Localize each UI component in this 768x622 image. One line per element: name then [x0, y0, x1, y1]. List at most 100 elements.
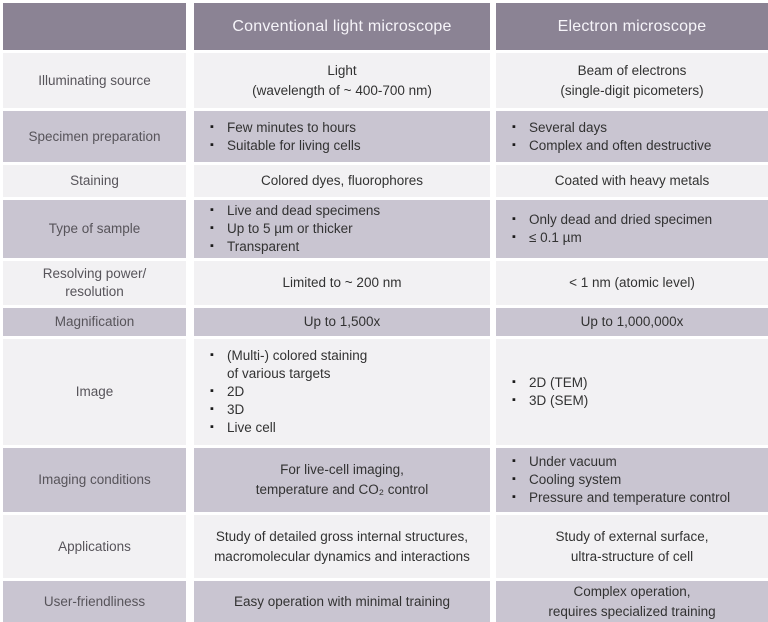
cell-light-value: (Multi-) colored staining of various tar…: [194, 339, 490, 445]
header-cell-light-microscope: Conventional light microscope: [194, 3, 490, 50]
cell-light-value: Up to 1,500x: [194, 308, 490, 336]
bullet-item: ≤ 0.1 µm: [512, 229, 712, 247]
column-gutter: [186, 339, 194, 445]
row-label: Magnification: [54, 314, 135, 330]
row-label: Type of sample: [48, 221, 141, 237]
bullet-item: Up to 5 µm or thicker: [210, 220, 380, 238]
cell-electron-value: Up to 1,000,000x: [496, 308, 768, 336]
cell-text: Beam of electrons (single-digit picomete…: [560, 62, 704, 98]
cell-light-value: Study of detailed gross internal structu…: [194, 515, 490, 578]
row-label: Imaging conditions: [38, 472, 151, 488]
bullet-item: 3D: [210, 401, 367, 419]
table-row-type-of-sample: Type of sample Live and dead specimens U…: [3, 200, 768, 258]
cell-text: Limited to ~ 200 nm: [282, 275, 402, 291]
column-gutter: [186, 3, 194, 50]
column-gutter: [490, 308, 496, 336]
cell-text: Up to 1,500x: [303, 314, 381, 330]
column-gutter: [186, 200, 194, 258]
column-gutter: [490, 3, 496, 50]
table-row-magnification: Magnification Up to 1,500x Up to 1,000,0…: [3, 308, 768, 336]
bullet-list: Under vacuum Cooling system Pressure and…: [496, 453, 730, 506]
bullet-item: (Multi-) colored staining of various tar…: [210, 347, 367, 383]
bullet-list: Live and dead specimens Up to 5 µm or th…: [194, 202, 380, 255]
row-label-cell: User-friendliness: [3, 581, 186, 622]
table-row-specimen-preparation: Specimen preparation Few minutes to hour…: [3, 111, 768, 162]
cell-electron-value: Complex operation, requires specialized …: [496, 581, 768, 622]
column-gutter: [490, 581, 496, 622]
column-gutter: [490, 165, 496, 197]
cell-electron-value: Under vacuum Cooling system Pressure and…: [496, 448, 768, 512]
cell-text: Light (wavelength of ~ 400-700 nm): [252, 62, 432, 98]
cell-text: Up to 1,000,000x: [580, 314, 684, 330]
cell-text: Study of detailed gross internal structu…: [214, 528, 470, 564]
microscope-comparison-table: Conventional light microscope Electron m…: [3, 3, 768, 622]
bullet-item: Live and dead specimens: [210, 202, 380, 220]
row-label: Image: [75, 384, 114, 400]
cell-electron-value: < 1 nm (atomic level): [496, 261, 768, 305]
row-label: Staining: [70, 173, 119, 189]
column-gutter: [186, 165, 194, 197]
cell-light-value: Limited to ~ 200 nm: [194, 261, 490, 305]
header-cell-blank: [3, 3, 186, 50]
column-gutter: [186, 515, 194, 578]
table-row-illuminating-source: Illuminating source Light (wavelength of…: [3, 53, 768, 108]
header-cell-electron-microscope: Electron microscope: [496, 3, 768, 50]
row-label-cell: Illuminating source: [3, 53, 186, 108]
cell-light-value: Light (wavelength of ~ 400-700 nm): [194, 53, 490, 108]
bullet-list: Few minutes to hours Suitable for living…: [194, 119, 361, 155]
cell-electron-value: Beam of electrons (single-digit picomete…: [496, 53, 768, 108]
bullet-list: (Multi-) colored staining of various tar…: [194, 347, 367, 436]
column-gutter: [490, 111, 496, 162]
column-gutter: [186, 308, 194, 336]
table-row-resolving-power: Resolving power/ resolution Limited to ~…: [3, 261, 768, 305]
column-gutter: [186, 261, 194, 305]
table-row-imaging-conditions: Imaging conditions For live-cell imaging…: [3, 448, 768, 512]
row-label: Specimen preparation: [28, 128, 161, 144]
bullet-list: Only dead and dried specimen ≤ 0.1 µm: [496, 211, 712, 247]
row-label-cell: Type of sample: [3, 200, 186, 258]
column-gutter: [186, 111, 194, 162]
column-gutter: [490, 339, 496, 445]
cell-light-value: For live-cell imaging, temperature and C…: [194, 448, 490, 512]
row-label-cell: Imaging conditions: [3, 448, 186, 512]
row-label-cell: Image: [3, 339, 186, 445]
bullet-item: Only dead and dried specimen: [512, 211, 712, 229]
bullet-item: Pressure and temperature control: [512, 489, 730, 507]
cell-light-value: Few minutes to hours Suitable for living…: [194, 111, 490, 162]
cell-electron-value: Study of external surface, ultra-structu…: [496, 515, 768, 578]
cell-text: < 1 nm (atomic level): [569, 275, 695, 291]
column-gutter: [490, 53, 496, 108]
cell-light-value: Live and dead specimens Up to 5 µm or th…: [194, 200, 490, 258]
bullet-list: Several days Complex and often destructi…: [496, 119, 711, 155]
column-gutter: [490, 200, 496, 258]
row-label-cell: Staining: [3, 165, 186, 197]
cell-text: Coated with heavy metals: [554, 173, 710, 189]
row-label: Applications: [58, 538, 131, 554]
cell-text: Study of external surface, ultra-structu…: [555, 528, 709, 564]
cell-electron-value: 2D (TEM) 3D (SEM): [496, 339, 768, 445]
header-electron-microscope-label: Electron microscope: [557, 17, 707, 35]
bullet-item: Suitable for living cells: [210, 137, 361, 155]
table-row-image: Image (Multi-) colored staining of vario…: [3, 339, 768, 445]
bullet-item: 2D: [210, 383, 367, 401]
column-gutter: [186, 53, 194, 108]
column-gutter: [490, 261, 496, 305]
bullet-item: Under vacuum: [512, 453, 730, 471]
cell-electron-value: Several days Complex and often destructi…: [496, 111, 768, 162]
bullet-item: Transparent: [210, 238, 380, 256]
column-gutter: [490, 515, 496, 578]
column-gutter: [490, 448, 496, 512]
table-row-staining: Staining Colored dyes, fluorophores Coat…: [3, 165, 768, 197]
table-header-row: Conventional light microscope Electron m…: [3, 3, 768, 50]
cell-light-value: Colored dyes, fluorophores: [194, 165, 490, 197]
row-label: Resolving power/ resolution: [42, 266, 147, 299]
bullet-list: 2D (TEM) 3D (SEM): [496, 374, 588, 410]
cell-text: Easy operation with minimal training: [233, 593, 451, 609]
bullet-item: Live cell: [210, 419, 367, 437]
column-gutter: [186, 581, 194, 622]
bullet-item: Few minutes to hours: [210, 119, 361, 137]
row-label-cell: Applications: [3, 515, 186, 578]
cell-electron-value: Only dead and dried specimen ≤ 0.1 µm: [496, 200, 768, 258]
row-label: Illuminating source: [38, 72, 151, 88]
